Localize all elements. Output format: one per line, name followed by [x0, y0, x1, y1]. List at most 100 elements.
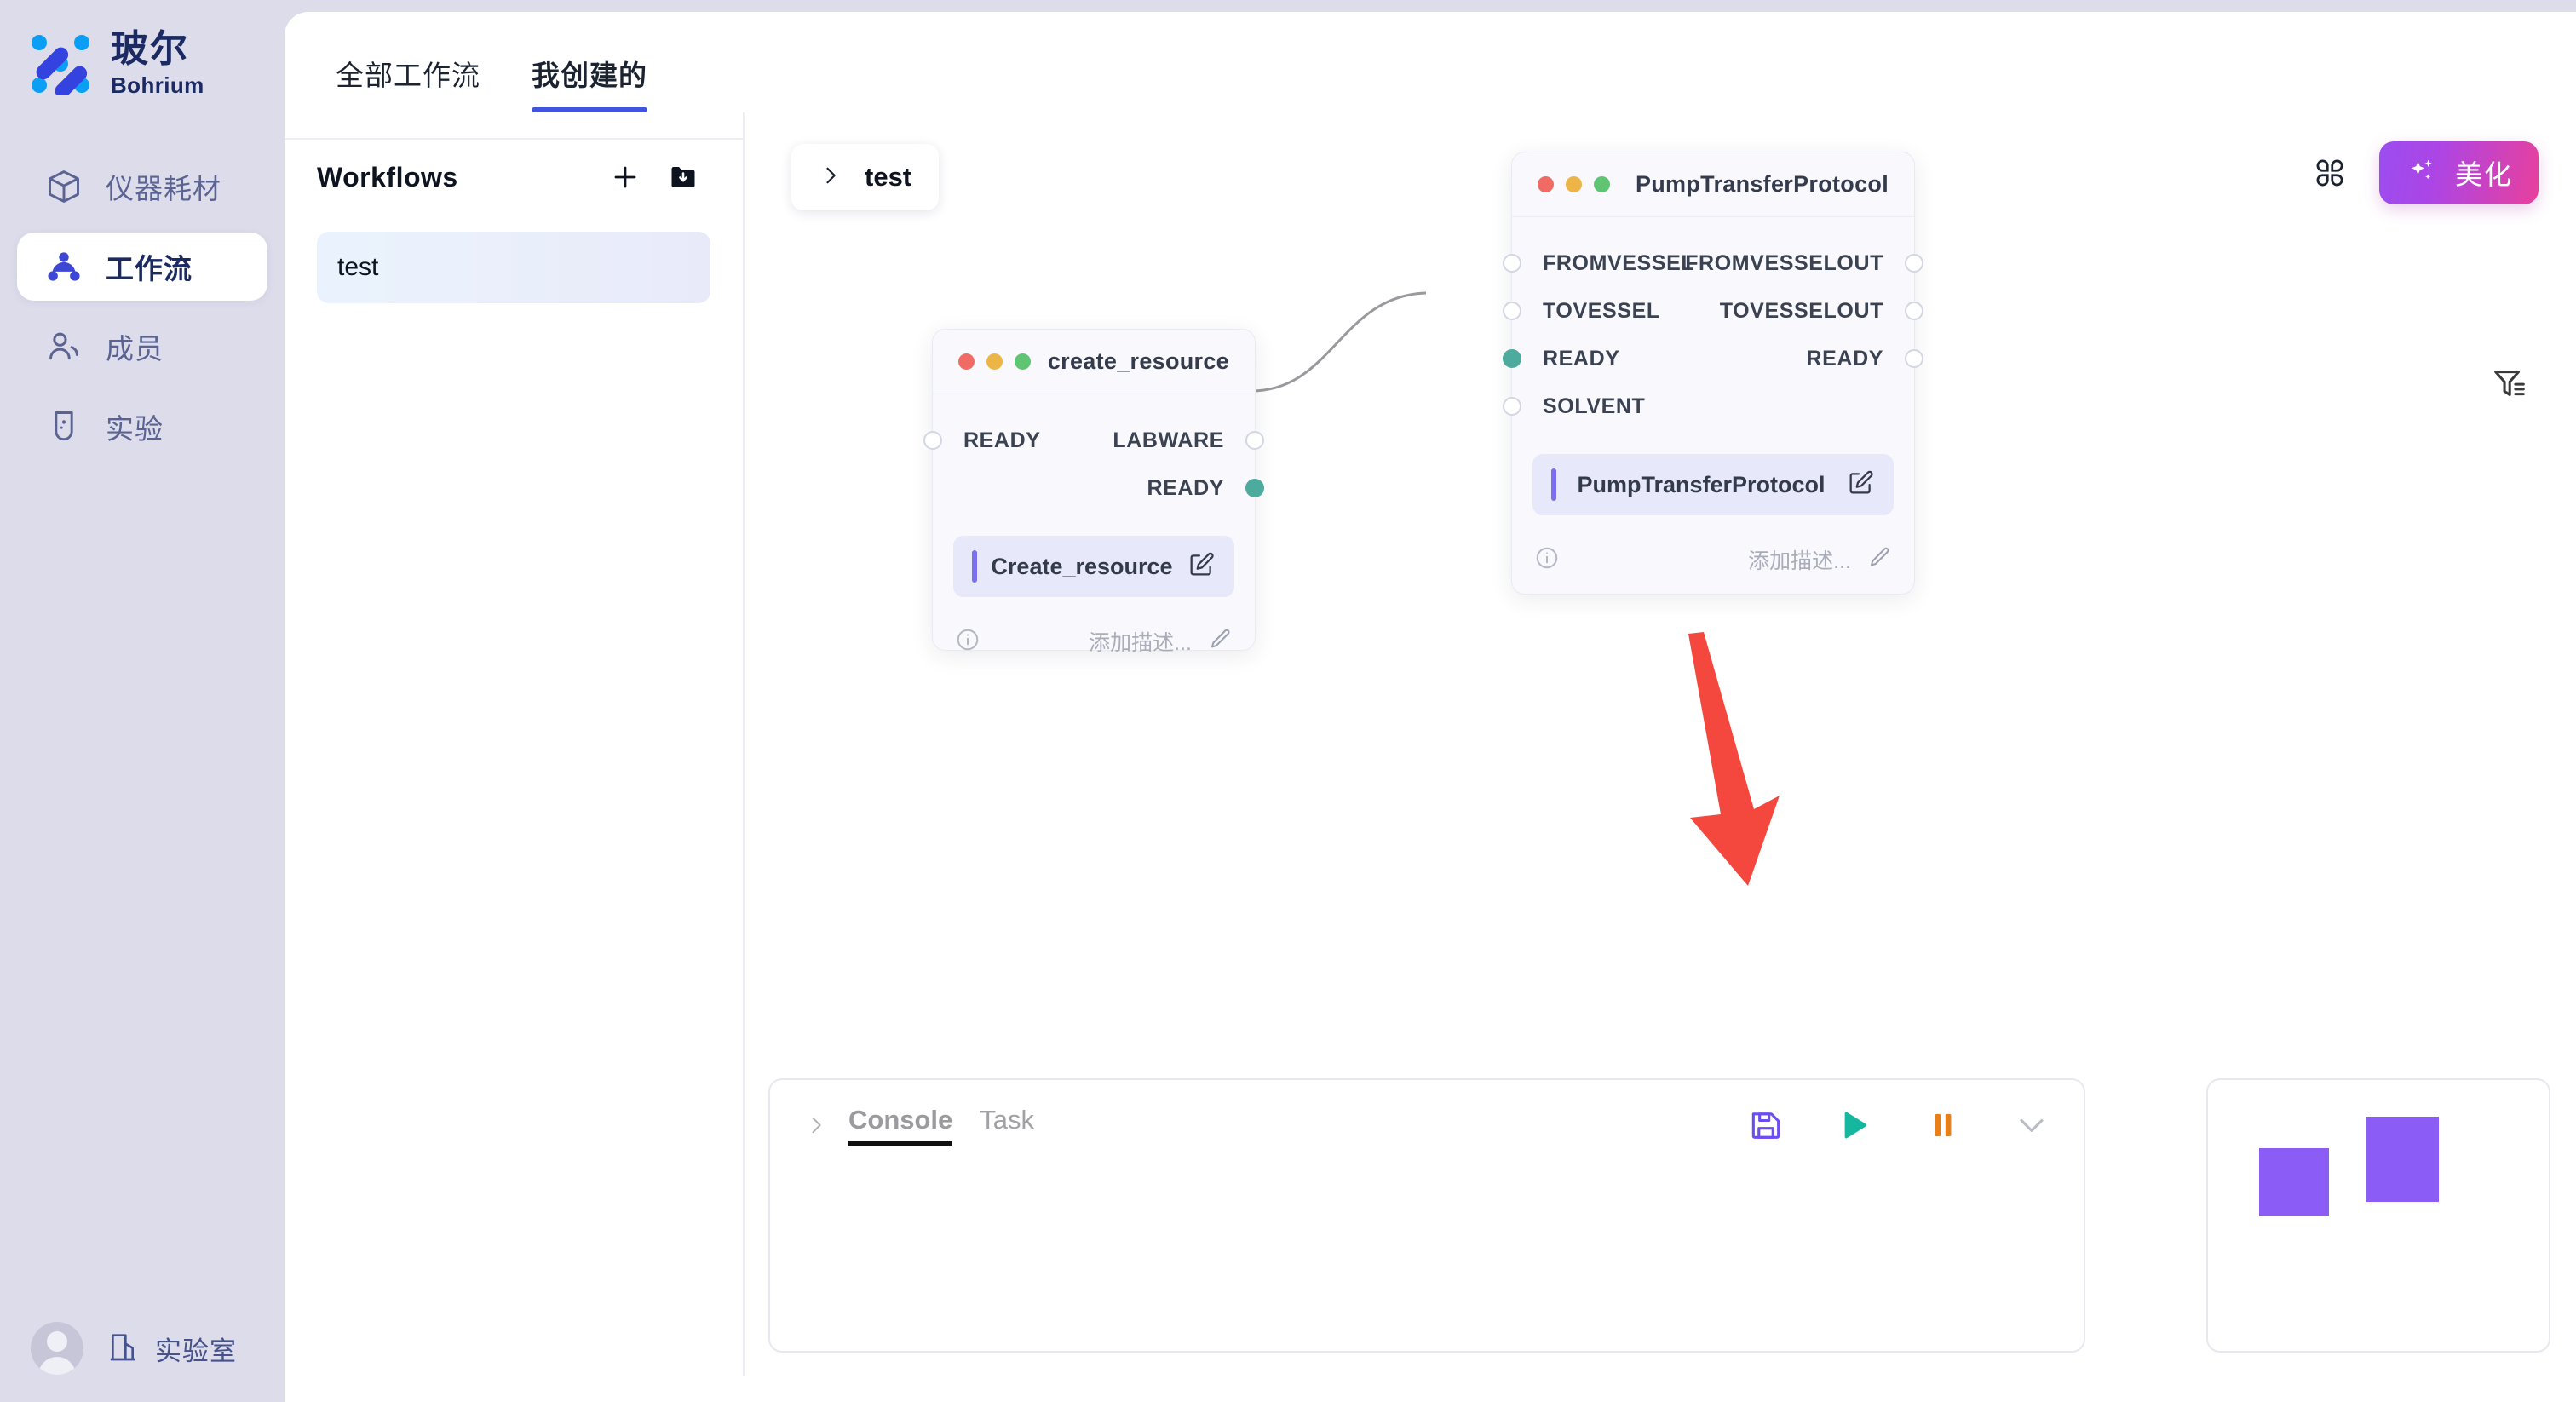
- close-dot-icon[interactable]: [958, 353, 975, 370]
- maximize-dot-icon[interactable]: [1015, 353, 1031, 370]
- node-header[interactable]: create_resource: [933, 330, 1255, 394]
- sidebar-item-label: 实验: [106, 413, 164, 445]
- port-in-ready[interactable]: [923, 431, 942, 450]
- breadcrumb[interactable]: test: [791, 144, 940, 210]
- port-out-ready[interactable]: [1905, 349, 1923, 368]
- node-action-chip[interactable]: Create_resource: [953, 536, 1234, 597]
- add-workflow-button[interactable]: [598, 153, 653, 201]
- tab-my-workflows[interactable]: 我创建的: [532, 53, 647, 112]
- workflow-node-pump-transfer-protocol[interactable]: PumpTransferProtocol FROMVESSEL FROMVESS…: [1503, 152, 1923, 597]
- tab-console[interactable]: Console: [848, 1105, 953, 1146]
- brand-name-cn: 玻尔: [111, 28, 189, 70]
- port-out-tovesselout[interactable]: [1905, 302, 1923, 320]
- node-port-row: FROMVESSEL FROMVESSELOUT: [1503, 239, 1923, 287]
- beautify-button[interactable]: 美化: [2378, 141, 2539, 204]
- edit-square-icon[interactable]: [1846, 468, 1875, 502]
- info-icon[interactable]: [955, 627, 980, 657]
- workflows-panel: Workflows: [285, 112, 745, 1376]
- port-label: TOVESSEL: [1543, 298, 1660, 323]
- node-title: PumpTransferProtocol: [1635, 171, 1889, 197]
- node-footer: 添加描述...: [933, 597, 1255, 679]
- node-description[interactable]: 添加描述...: [1089, 631, 1192, 655]
- node-port-row: READY: [933, 464, 1264, 512]
- node-header[interactable]: PumpTransferProtocol: [1512, 152, 1914, 217]
- window-dots: [958, 353, 1031, 370]
- node-action-chip[interactable]: PumpTransferProtocol: [1532, 454, 1894, 515]
- info-icon[interactable]: [1534, 545, 1560, 575]
- sidebar-item-members[interactable]: 成员: [17, 313, 267, 381]
- port-in-tovessel[interactable]: [1503, 302, 1521, 320]
- canvas-minimap[interactable]: [2206, 1078, 2550, 1353]
- console-panel: Console Task: [768, 1078, 2085, 1353]
- avatar-icon[interactable]: [31, 1322, 83, 1375]
- node-footer: 添加描述...: [1512, 515, 1914, 597]
- console-output: [770, 1148, 2084, 1182]
- play-icon[interactable]: [1831, 1102, 1877, 1148]
- port-out-ready[interactable]: [1245, 479, 1264, 497]
- close-dot-icon[interactable]: [1538, 176, 1554, 192]
- workflows-header: Workflows: [317, 153, 710, 201]
- edit-square-icon[interactable]: [1187, 550, 1216, 583]
- sparkle-icon: [2405, 154, 2439, 192]
- org-switcher[interactable]: 实验室: [106, 1330, 237, 1368]
- minimap-node-box: [2366, 1117, 2439, 1202]
- port-label: READY: [1543, 346, 1620, 371]
- pause-icon[interactable]: [1920, 1102, 1966, 1148]
- port-label: TOVESSELOUT: [1719, 298, 1883, 323]
- node-port-row: SOLVENT: [1503, 382, 1914, 430]
- app-grid-icon[interactable]: [2308, 151, 2352, 195]
- chip-label: PumpTransferProtocol: [1577, 471, 1826, 497]
- filter-icon[interactable]: [2486, 359, 2533, 407]
- port-label: READY: [1806, 346, 1883, 371]
- list-item[interactable]: test: [317, 232, 710, 303]
- minimize-dot-icon[interactable]: [1566, 176, 1582, 192]
- sidebar-item-label: 工作流: [106, 253, 193, 284]
- node-title: create_resource: [1047, 348, 1229, 374]
- import-workflow-button[interactable]: [656, 153, 710, 201]
- node-body: READY LABWARE READY Create_resource: [923, 394, 1264, 679]
- sidebar-nav: 仪器耗材 工作流: [0, 152, 285, 461]
- chevron-right-icon: [819, 164, 842, 192]
- port-out-labware[interactable]: [1245, 431, 1264, 450]
- port-label: FROMVESSEL: [1543, 250, 1695, 275]
- building-icon: [106, 1330, 140, 1368]
- port-in-fromvessel[interactable]: [1503, 254, 1521, 273]
- workflow-canvas[interactable]: test: [745, 112, 2576, 1376]
- port-label: FROMVESSELOUT: [1685, 250, 1883, 275]
- brand-name-en: Bohrium: [111, 72, 204, 98]
- port-label: READY: [1147, 475, 1224, 500]
- workflows-list: test: [317, 232, 710, 303]
- pencil-icon[interactable]: [1866, 545, 1892, 575]
- port-out-fromvesselout[interactable]: [1905, 254, 1923, 273]
- minimap-node-box: [2259, 1148, 2329, 1216]
- node-description[interactable]: 添加描述...: [1748, 549, 1851, 573]
- minimize-dot-icon[interactable]: [986, 353, 1003, 370]
- tab-all-workflows[interactable]: 全部工作流: [336, 60, 480, 91]
- node-port-row: READY LABWARE: [923, 417, 1264, 464]
- chevron-down-icon[interactable]: [2009, 1102, 2055, 1148]
- node-port-row: READY READY: [1503, 335, 1923, 382]
- red-arrow-icon: [1688, 632, 1780, 886]
- breadcrumb-label: test: [865, 162, 912, 192]
- workflow-nodes-icon: [44, 247, 83, 286]
- port-in-solvent[interactable]: [1503, 397, 1521, 416]
- sidebar-user-area[interactable]: 实验室: [0, 1295, 285, 1402]
- maximize-dot-icon[interactable]: [1594, 176, 1610, 192]
- canvas-toolbar: 美化: [2308, 141, 2539, 204]
- workflows-actions: [598, 153, 710, 201]
- sidebar-item-workflow[interactable]: 工作流: [17, 233, 267, 301]
- console-toolbar: Console Task: [770, 1080, 2084, 1148]
- port-label: LABWARE: [1113, 428, 1224, 452]
- beautify-label: 美化: [2454, 159, 2513, 190]
- floppy-save-icon[interactable]: [1743, 1102, 1789, 1148]
- port-in-ready[interactable]: [1503, 349, 1521, 368]
- workflow-node-create-resource[interactable]: create_resource READY LABWARE READY: [923, 329, 1264, 655]
- box-icon: [44, 167, 83, 206]
- sidebar-item-label: 仪器耗材: [106, 173, 221, 204]
- pencil-icon[interactable]: [1207, 627, 1233, 657]
- tab-task[interactable]: Task: [980, 1105, 1035, 1135]
- sidebar-item-instruments[interactable]: 仪器耗材: [17, 152, 267, 221]
- sidebar-item-experiment[interactable]: 实验: [17, 393, 267, 461]
- test-tube-icon: [44, 407, 83, 446]
- chevron-right-icon[interactable]: [799, 1113, 833, 1137]
